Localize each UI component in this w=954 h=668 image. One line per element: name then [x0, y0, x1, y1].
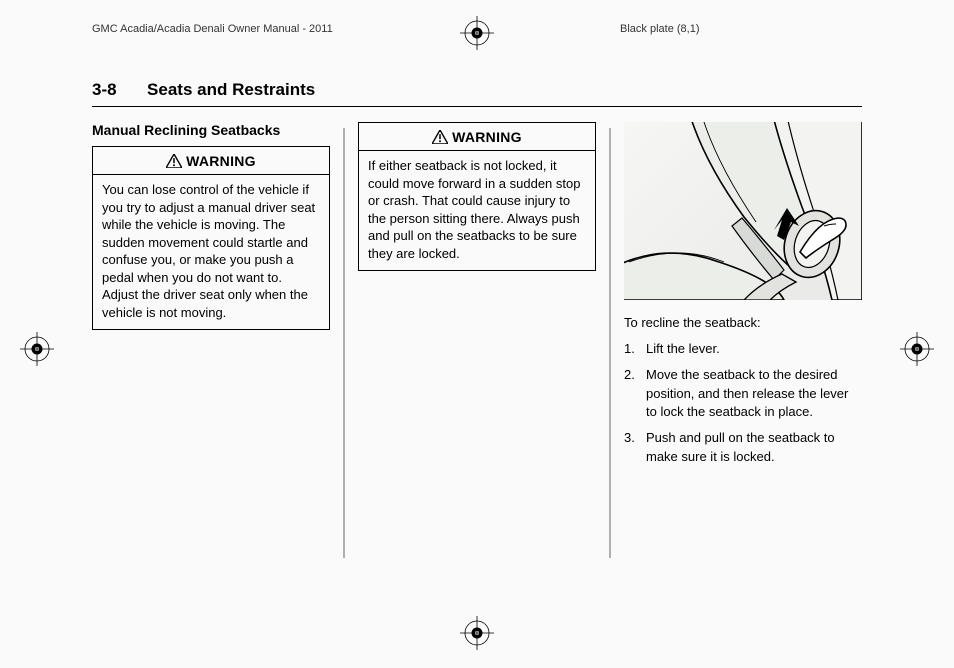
step-text: Lift the lever.: [646, 340, 862, 359]
subhead-reclining: Manual Reclining Seatbacks: [92, 122, 330, 138]
warning-icon: [432, 130, 448, 144]
warning-label-2: WARNING: [452, 129, 522, 145]
regmark-right: [900, 332, 934, 366]
page-title: Seats and Restraints: [147, 80, 315, 99]
header-right: Black plate (8,1): [620, 23, 699, 35]
step-text: Push and pull on the seatback to make su…: [646, 429, 862, 467]
warning-box-1: WARNING You can lose control of the vehi…: [92, 146, 330, 330]
regmark-left: [20, 332, 54, 366]
step-number: 3.: [624, 429, 646, 467]
instructions-list: 1. Lift the lever. 2. Move the seatback …: [624, 340, 862, 467]
warning-body-1: You can lose control of the vehicle if y…: [93, 175, 329, 329]
step-text: Move the seatback to the desired positio…: [646, 366, 862, 423]
list-item: 3. Push and pull on the seatback to make…: [624, 429, 862, 467]
column-1: Manual Reclining Seatbacks WARNING You c…: [92, 122, 330, 474]
instructions: To recline the seatback: 1. Lift the lev…: [624, 314, 862, 467]
regmark-bottom: [460, 616, 494, 650]
seatback-illustration: [624, 122, 862, 300]
warning-box-2: WARNING If either seatback is not locked…: [358, 122, 596, 271]
page-title-bar: 3-8 Seats and Restraints: [92, 80, 862, 107]
column-2: WARNING If either seatback is not locked…: [358, 122, 596, 474]
warning-label-1: WARNING: [186, 153, 256, 169]
warning-body-2: If either seatback is not locked, it cou…: [359, 151, 595, 270]
header-left: GMC Acadia/Acadia Denali Owner Manual - …: [92, 23, 333, 35]
warning-header-2: WARNING: [359, 123, 595, 151]
column-3: To recline the seatback: 1. Lift the lev…: [624, 122, 862, 474]
page-number: 3-8: [92, 80, 117, 99]
warning-header-1: WARNING: [93, 147, 329, 175]
instructions-lead: To recline the seatback:: [624, 314, 862, 333]
list-item: 2. Move the seatback to the desired posi…: [624, 366, 862, 423]
warning-icon: [166, 154, 182, 168]
content-columns: Manual Reclining Seatbacks WARNING You c…: [92, 122, 862, 474]
running-header: GMC Acadia/Acadia Denali Owner Manual - …: [0, 23, 954, 43]
list-item: 1. Lift the lever.: [624, 340, 862, 359]
step-number: 2.: [624, 366, 646, 423]
step-number: 1.: [624, 340, 646, 359]
